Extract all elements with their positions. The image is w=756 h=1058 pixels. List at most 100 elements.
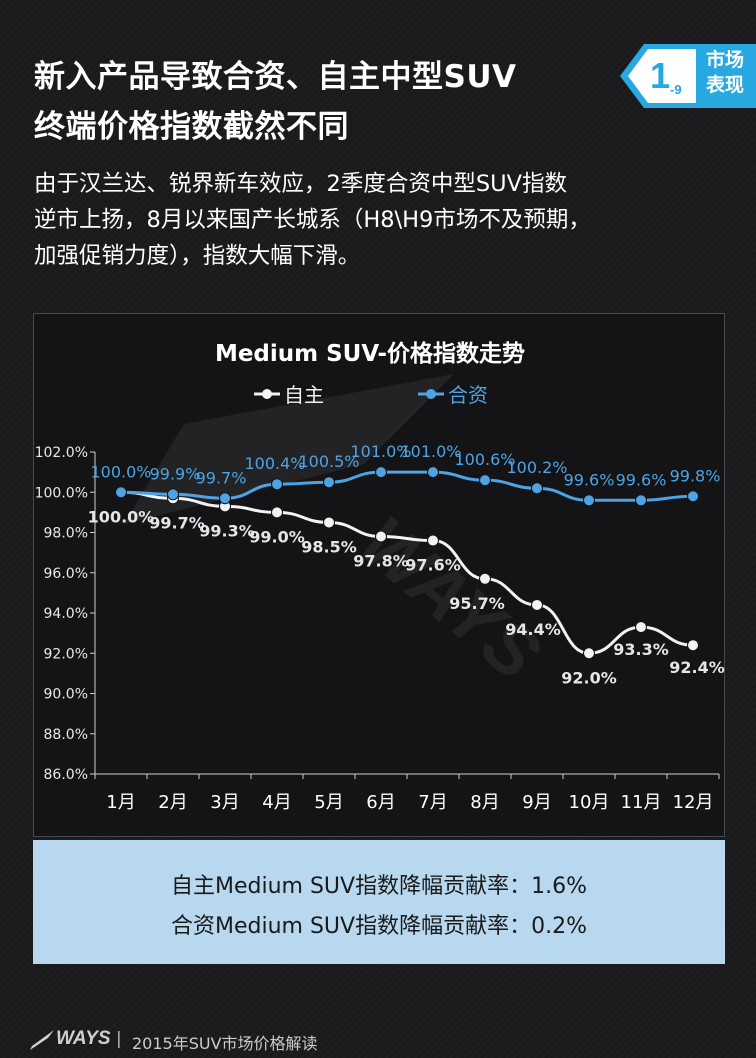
data-label: 95.7% xyxy=(449,594,505,613)
footer-logo: WAYS xyxy=(56,1028,111,1049)
page-title-line2: 终端价格指数截然不同 xyxy=(34,109,349,145)
data-point xyxy=(479,572,491,585)
ways-logo-icon xyxy=(30,1030,54,1050)
data-label: 99.0% xyxy=(249,527,305,546)
y-tick-label: 102.0% xyxy=(35,445,88,461)
data-label: 99.7% xyxy=(196,468,247,487)
intro-text: 由于汉兰达、锐界新车效应，2季度合资中型SUV指数 逆市上扬，8月以来国产长城系… xyxy=(34,166,734,274)
legend-item-0: 自主 xyxy=(254,383,324,407)
data-point xyxy=(115,486,127,499)
y-tick-label: 94.0% xyxy=(44,606,88,622)
x-tick-label: 4月 xyxy=(262,792,291,813)
x-tick-label: 2月 xyxy=(158,792,187,813)
x-tick-label: 12月 xyxy=(673,792,714,813)
data-label: 93.3% xyxy=(613,640,669,659)
x-tick-label: 11月 xyxy=(621,792,662,813)
legend-label: 合资 xyxy=(448,383,488,407)
data-label: 100.0% xyxy=(88,507,155,526)
data-point xyxy=(323,476,335,489)
data-label: 99.6% xyxy=(564,470,615,489)
data-point xyxy=(271,478,283,491)
legend-label: 自主 xyxy=(284,383,324,407)
badge-number: 1-9 xyxy=(650,55,682,97)
data-label: 100.4% xyxy=(244,454,305,473)
data-point xyxy=(531,482,543,495)
price-index-chart: WAYS Medium SUV-价格指数走势 自主 合资 86.0% 88.0% 90… xyxy=(35,340,725,813)
badge-label: 市场 表现 xyxy=(705,49,744,96)
badge-arrow-shape xyxy=(620,44,756,108)
x-tick-label: 10月 xyxy=(569,792,610,813)
data-label: 100.2% xyxy=(506,458,567,477)
intro-line1: 由于汉兰达、锐界新车效应，2季度合资中型SUV指数 xyxy=(34,171,567,197)
page-title-line1: 新入产品导致合资、自主中型SUV xyxy=(34,59,517,95)
intro-line2: 逆市上扬，8月以来国产长城系（H8\H9市场不及预期， xyxy=(34,207,591,233)
legend-swatch-marker xyxy=(426,389,436,399)
intro-line3: 加强促销力度），指数大幅下滑。 xyxy=(34,243,361,269)
legend-item-1: 合资 xyxy=(418,383,488,407)
data-point xyxy=(167,488,179,501)
data-point xyxy=(583,494,595,507)
data-point xyxy=(635,494,647,507)
x-tick-label: 6月 xyxy=(366,792,395,813)
data-point xyxy=(427,534,439,547)
footer-text: 2015年SUV市场价格解读 xyxy=(132,1034,318,1053)
data-point xyxy=(375,466,387,479)
watermark: WAYS xyxy=(124,374,555,696)
data-point xyxy=(271,506,283,519)
data-point xyxy=(635,621,647,634)
note-joint-venture: 合资Medium SUV指数降幅贡献率：0.2% xyxy=(171,914,587,939)
chart-title: Medium SUV-价格指数走势 xyxy=(215,340,525,367)
x-tick-label: 7月 xyxy=(418,792,447,813)
x-tick-label: 8月 xyxy=(470,792,499,813)
y-tick-label: 96.0% xyxy=(44,566,88,582)
data-label: 101.0% xyxy=(350,442,411,461)
data-label: 97.6% xyxy=(405,556,461,575)
data-label: 99.9% xyxy=(150,464,201,483)
y-tick-label: 100.0% xyxy=(35,485,88,501)
data-point xyxy=(687,639,699,652)
y-tick-label: 88.0% xyxy=(44,727,88,743)
y-tick-label: 90.0% xyxy=(44,687,88,703)
y-tick-label: 92.0% xyxy=(44,646,88,662)
data-label: 100.0% xyxy=(90,462,151,481)
data-label: 99.6% xyxy=(616,470,667,489)
series-0: 100.0%99.7%99.3%99.0%98.5%97.8%97.6% 95.7… xyxy=(88,486,725,687)
x-tick-label: 1月 xyxy=(106,792,135,813)
data-label: 94.4% xyxy=(505,620,561,639)
data-label: 92.0% xyxy=(561,668,617,687)
chart-panel: WAYS Medium SUV-价格指数走势 自主 合资 86.0% 88.0% 90… xyxy=(33,313,725,837)
chart-legend: 自主 合资 xyxy=(254,383,488,407)
x-tick-label: 5月 xyxy=(314,792,343,813)
data-label: 99.7% xyxy=(149,513,205,532)
data-point xyxy=(583,647,595,660)
section-badge: 1-9 市场 表现 xyxy=(620,44,756,108)
data-label: 98.5% xyxy=(301,537,357,556)
data-label: 100.6% xyxy=(454,450,515,469)
data-label: 99.3% xyxy=(199,521,255,540)
data-label: 92.4% xyxy=(669,658,725,677)
x-tick-label: 3月 xyxy=(210,792,239,813)
data-point xyxy=(531,598,543,611)
y-tick-label: 98.0% xyxy=(44,526,88,542)
data-point xyxy=(427,466,439,479)
data-point xyxy=(479,474,491,487)
data-point xyxy=(323,516,335,529)
chart-axes: 86.0%88.0%90.0%92.0%94.0%96.0%98.0%100.0… xyxy=(35,445,720,813)
data-label: 100.5% xyxy=(298,452,359,471)
y-tick-label: 86.0% xyxy=(44,767,88,783)
chart-series: 100.0%99.7%99.3%99.0%98.5%97.8%97.6%95.7… xyxy=(88,442,725,687)
page-title: 新入产品导致合资、自主中型SUV 终端价格指数截然不同 xyxy=(34,52,624,152)
data-point xyxy=(375,530,387,543)
footer-separator: | xyxy=(116,1029,122,1049)
note-domestic: 自主Medium SUV指数降幅贡献率：1.6% xyxy=(171,874,587,899)
footer: WAYS | 2015年SUV市场价格解读 xyxy=(0,1020,756,1058)
data-label: 97.8% xyxy=(353,552,409,571)
data-point xyxy=(687,490,699,503)
data-point xyxy=(219,492,231,505)
contribution-note-box: 自主Medium SUV指数降幅贡献率：1.6% 合资Medium SUV指数降… xyxy=(33,840,725,964)
series-1: 100.0%99.9%99.7%100.4%100.5%101.0%101.0%… xyxy=(90,442,721,507)
legend-swatch-marker xyxy=(262,389,272,399)
data-label: 99.8% xyxy=(670,466,721,485)
x-tick-label: 9月 xyxy=(522,792,551,813)
data-label: 101.0% xyxy=(400,442,461,461)
